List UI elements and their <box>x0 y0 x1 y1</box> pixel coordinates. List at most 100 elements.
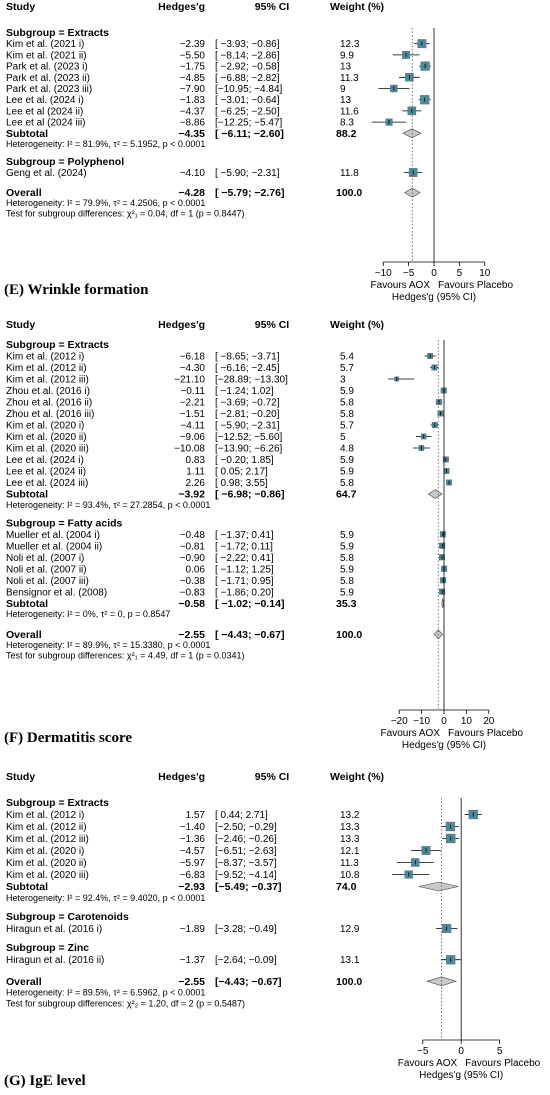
overall-label: Overall <box>6 187 42 199</box>
study-name: Kim et al. (2020 ii) <box>6 432 87 443</box>
panel-label: (G) IgE level <box>4 1073 86 1089</box>
weight-value: 5.9 <box>340 541 354 552</box>
confidence-interval: [ −1.86; 0.20] <box>215 587 274 598</box>
weight-value: 11.3 <box>340 73 359 84</box>
subtotal-label: Subtotal <box>6 881 48 893</box>
study-name: Kim et al. (2021 ii) <box>6 50 87 61</box>
weight-value: 11.8 <box>340 168 359 179</box>
x-tick-label: 5 <box>497 1046 503 1057</box>
header-weight: Weight (%) <box>330 1 384 13</box>
effect-size: −0.38 <box>180 576 206 587</box>
study-name: Kim et al. (2020 ii) <box>6 858 87 869</box>
weight-value: 13 <box>340 62 352 73</box>
effect-size: −1.75 <box>180 62 206 73</box>
favours-left-label: Favours AOX <box>381 728 441 739</box>
study-name: Kim et al. (2020 iii) <box>6 870 89 881</box>
study-name: Noli et al. (2007 i) <box>6 553 84 564</box>
overall-ci: [−4.43; −0.67] <box>215 976 282 988</box>
weight-value: 8.3 <box>340 118 354 129</box>
x-tick-label: 0 <box>431 268 437 279</box>
effect-size: −6.83 <box>180 870 206 881</box>
study-name: Mueller et al. (2004 ii) <box>6 541 102 552</box>
header-study: Study <box>6 771 35 783</box>
weight-value: 13.2 <box>340 810 360 821</box>
effect-size: −1.36 <box>180 834 206 845</box>
x-tick-label: −20 <box>391 716 408 727</box>
confidence-interval: [ −3.69; −0.72] <box>215 398 280 409</box>
effect-size: −8.86 <box>180 118 206 129</box>
effect-size: −0.90 <box>180 553 206 564</box>
x-axis-label: Hedges'g (95% CI) <box>419 1070 503 1081</box>
study-name: Zhou et al. (2016 ii) <box>6 398 92 409</box>
overall-weight: 100.0 <box>336 976 362 988</box>
effect-size: −1.51 <box>180 409 206 420</box>
study-name: Lee et al (2024 iii) <box>6 118 86 129</box>
confidence-interval: [ −3.93; −0.86] <box>215 39 280 50</box>
confidence-interval: [ −1.24; 1.02] <box>215 386 274 397</box>
overall-ci: [ −5.79; −2.76] <box>215 187 284 199</box>
study-name: Lee et al. (2024 iii) <box>6 478 88 489</box>
study-name: Bensignor et al. (2008) <box>6 587 107 598</box>
subgroup-heterogeneity: Heterogeneity: I² = 0%, τ² = 0, p = 0.85… <box>6 609 170 619</box>
effect-size: −0.81 <box>180 541 206 552</box>
favours-left-label: Favours AOX <box>371 280 431 291</box>
subgroup-difference-test: Test for subgroup differences: χ²₁ = 4.4… <box>6 651 245 661</box>
weight-value: 5.7 <box>340 421 354 432</box>
overall-effect: −2.55 <box>178 629 205 641</box>
weight-value: 13.3 <box>340 834 360 845</box>
confidence-interval: [−2.64; −0.09] <box>215 955 277 966</box>
weight-value: 5.9 <box>340 455 354 466</box>
overall-weight: 100.0 <box>336 629 362 641</box>
study-name: Lee et al (2024 ii) <box>6 106 83 117</box>
effect-size: −4.85 <box>180 73 206 84</box>
confidence-interval: [ 0.98; 3.55] <box>215 478 268 489</box>
subgroup-heterogeneity: Heterogeneity: I² = 93.4%, τ² = 27.2854,… <box>6 500 210 510</box>
study-name: Park et al. (2023 ii) <box>6 73 90 84</box>
confidence-interval: [−9.52; −4.14] <box>215 870 277 881</box>
weight-value: 5.8 <box>340 398 354 409</box>
favours-right-label: Favours Placebo <box>448 728 523 739</box>
study-name: Kim et al. (2012 ii) <box>6 822 87 833</box>
confidence-interval: [ −6.16; −2.45] <box>215 363 280 374</box>
effect-size: −4.37 <box>180 106 206 117</box>
confidence-interval: [−10.95; −4.84] <box>215 84 283 95</box>
subtotal-label: Subtotal <box>6 489 48 501</box>
effect-size: −5.50 <box>180 50 206 61</box>
subtotal-effect: −0.58 <box>178 598 205 610</box>
subtotal-effect: −3.92 <box>178 489 205 501</box>
confidence-interval: [ −6.88; −2.82] <box>215 73 280 84</box>
effect-size: −0.83 <box>180 587 206 598</box>
x-tick-label: 10 <box>461 716 473 727</box>
effect-size: −7.90 <box>180 84 206 95</box>
study-name: Hiragun et al. (2016 ii) <box>6 955 104 966</box>
weight-value: 11.6 <box>340 106 359 117</box>
header-study: Study <box>6 319 35 331</box>
subgroup-title: Subgroup = Fatty acids <box>6 517 123 529</box>
subgroup-title: Subgroup = Zinc <box>6 942 89 954</box>
overall-label: Overall <box>6 629 42 641</box>
confidence-interval: [ −2.92; −0.58] <box>215 62 280 73</box>
x-axis-label: Hedges'g (95% CI) <box>392 292 476 303</box>
subtotal-effect: −4.35 <box>178 128 205 140</box>
confidence-interval: [ −2.81; −0.20] <box>215 409 280 420</box>
effect-size: −0.48 <box>180 530 206 541</box>
weight-value: 5.8 <box>340 409 354 420</box>
study-name: Kim et al. (2020 i) <box>6 421 84 432</box>
study-name: Kim et al. (2020 i) <box>6 846 84 857</box>
study-name: Zhou et al. (2016 i) <box>6 386 90 397</box>
confidence-interval: [−13.90; −6.26] <box>215 444 283 455</box>
weight-value: 12.3 <box>340 39 360 50</box>
study-name: Kim et al. (2020 iii) <box>6 444 89 455</box>
subgroup-title: Subgroup = Carotenoids <box>6 911 129 923</box>
favours-right-label: Favours Placebo <box>465 1058 540 1069</box>
effect-size: −4.57 <box>180 846 206 857</box>
subgroup-difference-test: Test for subgroup differences: χ²₁ = 0.0… <box>6 208 245 218</box>
subtotal-weight: 35.3 <box>336 598 357 610</box>
weight-value: 12.1 <box>340 846 360 857</box>
weight-value: 11.3 <box>340 858 359 869</box>
study-name: Kim et al. (2021 i) <box>6 39 84 50</box>
confidence-interval: [−2.50; −0.29] <box>215 822 277 833</box>
subgroup-heterogeneity: Heterogeneity: I² = 92.4%, τ² = 9.4020, … <box>6 893 205 903</box>
x-tick-label: −10 <box>375 268 392 279</box>
